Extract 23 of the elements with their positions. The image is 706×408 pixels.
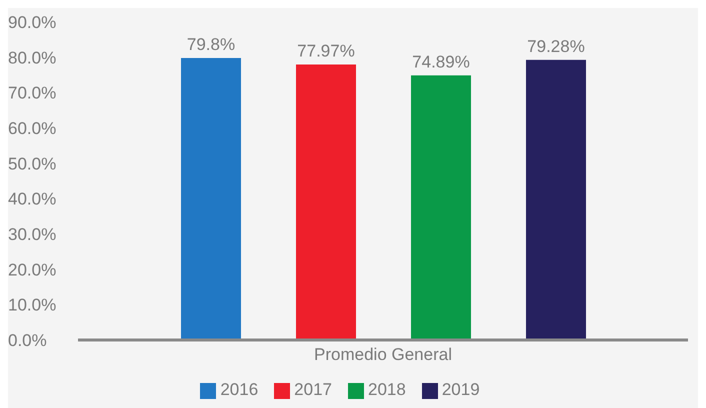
bar — [526, 60, 586, 340]
bar — [411, 75, 471, 340]
y-tick-label: 10.0% — [8, 296, 56, 315]
y-tick-label: 50.0% — [8, 154, 56, 174]
legend-label: 2017 — [294, 380, 332, 399]
bar — [181, 58, 241, 340]
y-tick-label: 70.0% — [8, 84, 56, 103]
y-tick-label: 0.0% — [8, 331, 47, 350]
y-tick-label: 80.0% — [8, 48, 56, 68]
y-tick-label: 20.0% — [8, 260, 56, 280]
data-label: 79.8% — [186, 35, 236, 54]
legend-label: 2019 — [442, 380, 480, 399]
bar — [296, 64, 356, 340]
y-tick-label: 30.0% — [8, 225, 56, 244]
x-tick-label: Promedio General — [314, 345, 452, 364]
data-label: 79.28% — [527, 36, 585, 56]
data-label: 74.89% — [412, 52, 470, 72]
y-tick-label: 90.0% — [8, 13, 56, 32]
data-label: 77.97% — [297, 42, 355, 61]
legend-label: 2016 — [220, 380, 258, 399]
y-tick-label: 40.0% — [8, 190, 56, 209]
legend-label: 2018 — [368, 380, 406, 399]
y-tick-label: 60.0% — [8, 119, 56, 138]
